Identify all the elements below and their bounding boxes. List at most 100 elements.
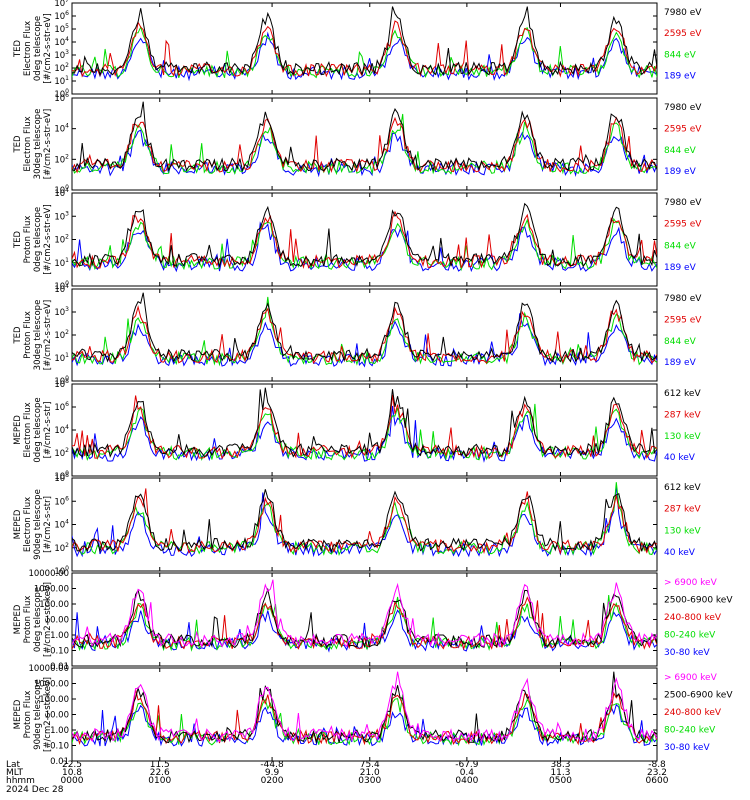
footer-mlt: 11.3 [550, 768, 570, 778]
footer-lat: 11.5 [150, 760, 170, 770]
footer-lat: 75.4 [360, 760, 380, 770]
legend-entry: 30-80 keV [664, 743, 710, 753]
legend-entry: 40 keV [664, 453, 696, 463]
y-axis-label-line: [#/cm2-s-str-keV] [43, 582, 53, 657]
y-axis-label-line: Proton Flux [23, 216, 33, 264]
y-tick-label: 102 [54, 153, 69, 165]
y-axis-label: MEPED Proton Flux 90deg telescope [#/cm2-s-… [13, 677, 53, 752]
series-line [72, 116, 657, 174]
legend-entry: > 6900 keV [664, 578, 718, 588]
legend-entry: 612 keV [664, 389, 701, 399]
y-axis-label-line: Electron Flux [23, 402, 33, 457]
footer-lat: 38.3 [550, 760, 570, 770]
footer-row-label: hhmm [6, 776, 35, 786]
panel-7: 0.01 0.10 1.00 10.00 100.00 1000.00 10000.00 ME… [13, 569, 733, 672]
y-tick-label: 101 [54, 75, 69, 87]
legend-entry: 7980 eV [664, 294, 702, 304]
legend-entry: 2595 eV [664, 29, 702, 39]
y-axis-label-line: Electron Flux [23, 497, 33, 552]
y-tick-label: 104 [54, 519, 69, 531]
series-line [72, 292, 657, 363]
legend-entry: 80-240 keV [664, 726, 716, 736]
footer-mlt: 23.2 [647, 768, 667, 778]
legend-entry: 130 keV [664, 526, 701, 536]
series-line [72, 202, 657, 269]
legend-entry: 844 eV [664, 146, 697, 156]
y-axis-label-line: [#/cm2-s-str-eV] [43, 204, 53, 274]
y-tick-label: 104 [54, 187, 69, 199]
legend-entry: 189 eV [664, 263, 697, 273]
series-group [72, 292, 657, 368]
series-line [72, 489, 657, 554]
series-line [72, 387, 657, 458]
y-axis-label: TED Electron Flux 0deg telescope [#/cm2-s-s… [13, 13, 53, 83]
y-tick-label: 108 [54, 472, 69, 484]
y-axis-label-line: [#/cm2-s-str-eV] [43, 300, 53, 370]
y-tick-label: 0.10 [50, 647, 69, 657]
y-axis-label-line: 0deg telescope [33, 587, 43, 652]
legend-entry: 844 eV [664, 241, 697, 251]
y-tick-label: 104 [54, 36, 69, 48]
y-tick-label: 105 [54, 23, 69, 35]
legend-entry: 287 keV [664, 505, 701, 515]
series-group [72, 671, 657, 747]
y-tick-label: 103 [54, 306, 69, 318]
panel-frame [71, 192, 658, 287]
y-tick-label: 101 [54, 352, 69, 364]
y-axis-label: TED Proton Flux 30deg telescope [#/cm2-s-st… [13, 300, 53, 371]
y-tick-label: 103 [54, 210, 69, 222]
series-line [72, 210, 657, 269]
y-tick-label: 108 [54, 378, 69, 390]
series-line [72, 594, 657, 652]
y-axis-label-line: 0deg telescope [33, 16, 43, 81]
legend-entry: 844 eV [664, 337, 697, 347]
series-group [72, 387, 657, 463]
y-axis-label-line: [#/cm2-s-str] [43, 402, 53, 459]
series-line [72, 579, 657, 648]
legend-entry: 189 eV [664, 358, 697, 368]
y-axis-label-line: TED [13, 39, 23, 58]
series-line [72, 403, 657, 461]
y-tick-label: 106 [54, 401, 69, 413]
y-axis-label-line: 30deg telescope [33, 109, 43, 180]
y-axis-label-line: [#/cm2-s-str-eV] [43, 109, 53, 179]
y-axis-label-line: Electron Flux [23, 21, 33, 76]
y-axis-label-line: MEPED [13, 509, 23, 539]
series-line [72, 217, 657, 272]
y-tick-label: 1.00 [50, 726, 69, 736]
series-line [72, 305, 657, 365]
legend-entry: 40 keV [664, 548, 696, 558]
legend-entry: 130 keV [664, 432, 701, 442]
footer-lat: 22.5 [62, 760, 82, 770]
y-axis-label-line: MEPED [13, 699, 23, 729]
y-axis-label-line: [#/cm2-s-str-keV] [43, 677, 53, 752]
series-line [72, 671, 657, 744]
series-line [72, 31, 657, 82]
y-axis-label-line: 90deg telescope [33, 679, 43, 750]
series-group [72, 579, 657, 653]
y-tick-label: 10.00 [45, 711, 69, 721]
footer-hhmm: 0200 [261, 776, 284, 786]
y-tick-label: 106 [54, 10, 69, 22]
panel-frame [71, 383, 658, 477]
y-tick-label: 106 [54, 92, 69, 104]
panel-frame [71, 288, 658, 382]
footer-row-label: MLT [6, 768, 24, 778]
y-tick-label: 102 [54, 62, 69, 74]
footer-mlt: 9.9 [265, 768, 280, 778]
panel-frame [71, 2, 658, 95]
panel-frame [71, 572, 658, 667]
y-tick-label: 102 [54, 234, 69, 246]
y-tick-label: 1.00 [50, 631, 69, 641]
y-tick-label: 103 [54, 49, 69, 61]
y-tick-label: 101 [54, 257, 69, 269]
footer-hhmm: 0500 [549, 776, 572, 786]
series-line [72, 296, 657, 367]
footer-row-label: Lat [6, 760, 21, 770]
legend-entry: 80-240 keV [664, 631, 716, 641]
